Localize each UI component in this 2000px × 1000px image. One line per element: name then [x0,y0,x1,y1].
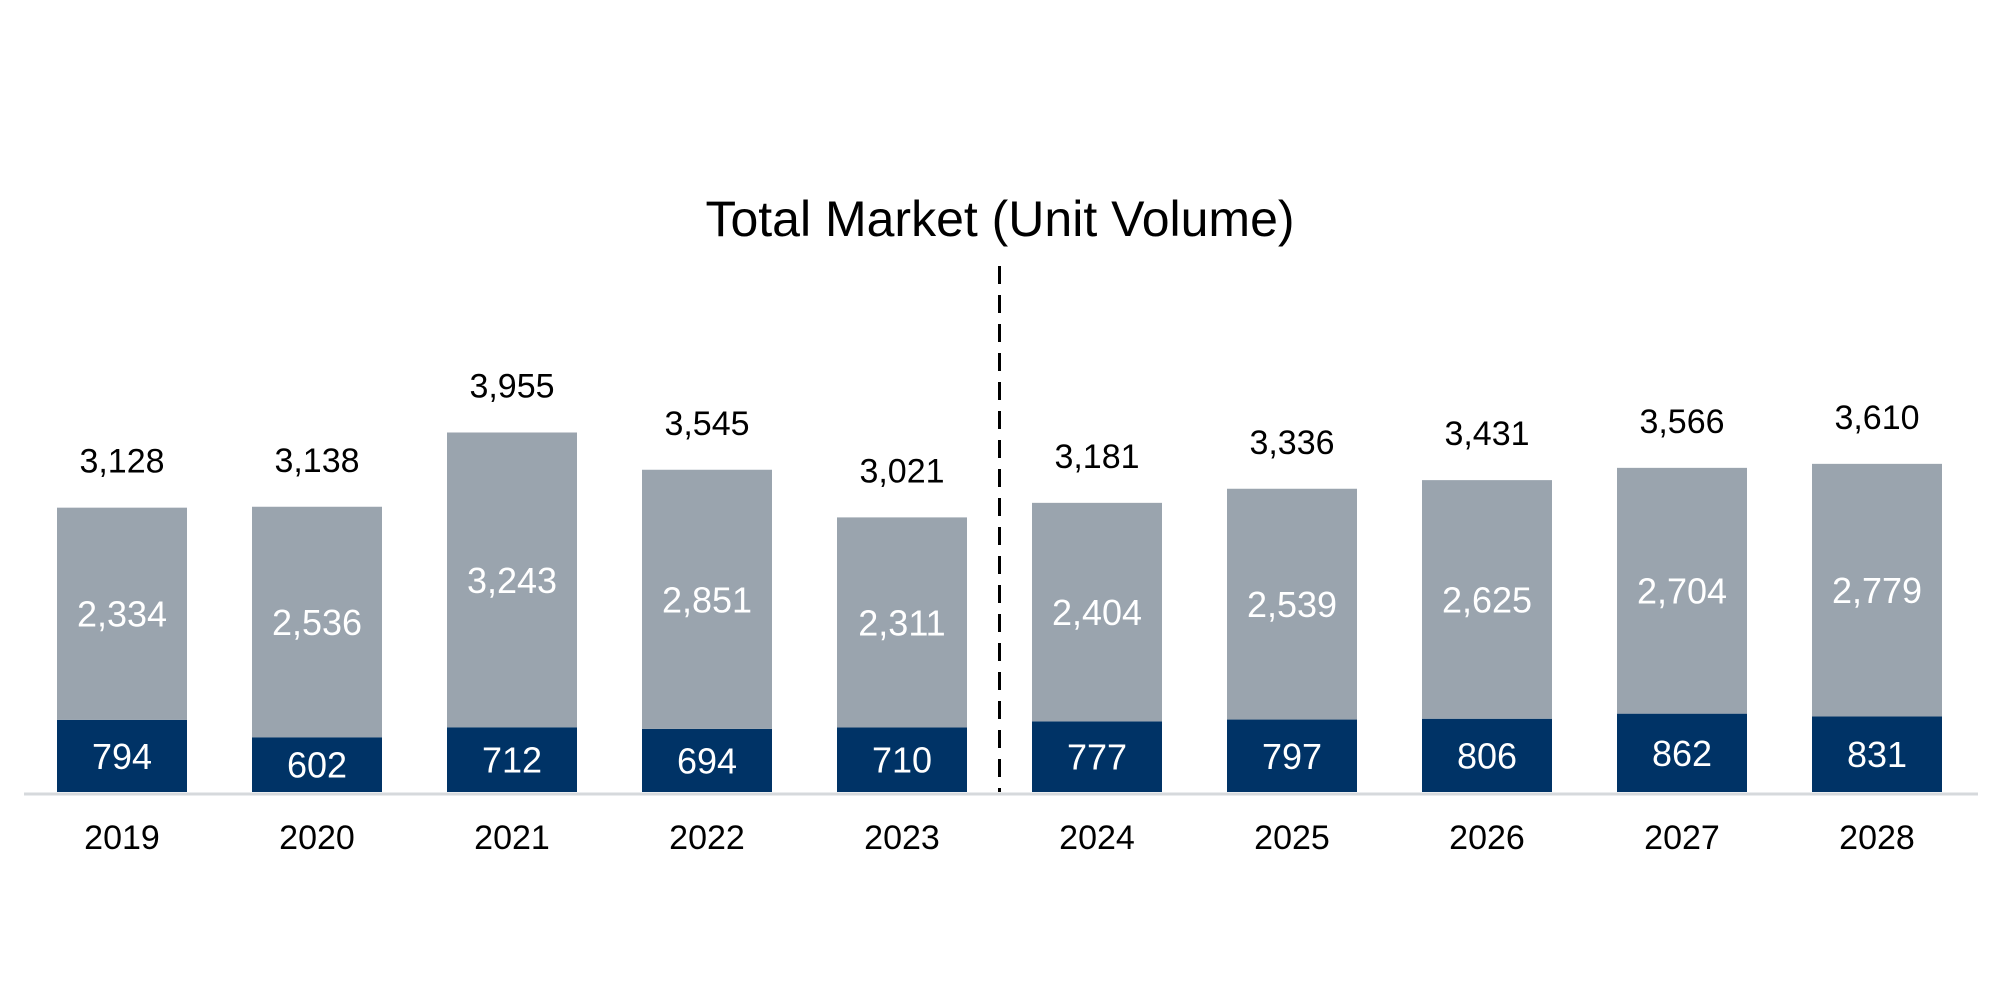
bar-segment-bottom-2019 [57,719,187,792]
segment-value-label-top-2028: 2,779 [1832,570,1922,611]
bar-segment-top-2028 [1812,463,1942,717]
x-tick-label-2020: 2020 [279,819,355,857]
bar-segment-top-2019 [57,507,187,720]
segment-value-label-bottom-2027: 862 [1652,733,1712,774]
segment-value-label-bottom-2026: 806 [1457,735,1517,776]
segment-value-label-bottom-2023: 710 [872,740,932,781]
total-value-label-2022: 3,545 [664,405,749,443]
x-tick-label-2023: 2023 [864,819,940,857]
x-tick-label-2022: 2022 [669,819,745,857]
bar-segment-bottom-2026 [1422,718,1552,792]
segment-value-label-top-2027: 2,704 [1637,571,1727,612]
x-tick-label-2027: 2027 [1644,819,1720,857]
segment-value-label-bottom-2025: 797 [1262,736,1322,777]
segment-value-label-top-2021: 3,243 [467,560,557,601]
total-value-label-2027: 3,566 [1639,403,1724,441]
segment-value-label-bottom-2022: 694 [677,740,737,781]
segment-value-label-bottom-2021: 712 [482,740,542,781]
segment-value-label-bottom-2028: 831 [1847,734,1907,775]
chart-title: Total Market (Unit Volume) [705,191,1294,247]
bar-segment-bottom-2028 [1812,716,1942,792]
bar-segment-top-2024 [1032,502,1162,722]
total-value-label-2025: 3,336 [1249,424,1334,462]
x-tick-label-2026: 2026 [1449,819,1525,857]
bar-segment-top-2025 [1227,488,1357,720]
x-tick-label-2019: 2019 [84,819,160,857]
total-value-label-2020: 3,138 [274,442,359,480]
segment-value-label-bottom-2020: 602 [287,745,347,786]
x-tick-label-2024: 2024 [1059,819,1135,857]
total-value-label-2024: 3,181 [1054,438,1139,476]
bar-segment-bottom-2023 [837,727,967,792]
segment-value-label-top-2024: 2,404 [1052,592,1142,633]
bar-segment-bottom-2021 [447,727,577,792]
segment-value-label-top-2023: 2,311 [858,602,945,643]
bar-segment-top-2023 [837,517,967,728]
bar-segment-top-2026 [1422,480,1552,719]
labels-layer: 794 2,334 3,128 2019 602 2,536 3,138 2020 712 3,2… [77,367,1922,857]
x-tick-label-2021: 2021 [474,819,550,857]
bar-segment-top-2022 [642,469,772,729]
total-value-label-2023: 3,021 [859,452,944,490]
segment-value-label-top-2022: 2,851 [662,579,752,620]
segment-value-label-top-2019: 2,334 [77,594,167,635]
bar-segment-bottom-2025 [1227,719,1357,792]
total-value-label-2026: 3,431 [1444,415,1529,453]
segment-value-label-top-2026: 2,625 [1442,579,1532,620]
bar-segment-bottom-2022 [642,728,772,792]
x-tick-label-2028: 2028 [1839,819,1915,857]
bar-segment-bottom-2027 [1617,713,1747,792]
segment-value-label-top-2020: 2,536 [272,602,362,643]
bar-segment-top-2027 [1617,467,1747,714]
x-tick-label-2025: 2025 [1254,819,1330,857]
segment-value-label-bottom-2024: 777 [1067,737,1127,778]
bar-segment-top-2020 [252,506,382,738]
total-value-label-2019: 3,128 [79,443,164,481]
bar-segment-top-2021 [447,432,577,728]
total-value-label-2021: 3,955 [469,367,554,405]
segment-value-label-top-2025: 2,539 [1247,584,1337,625]
bar-segment-bottom-2024 [1032,721,1162,792]
bars-layer [57,432,1942,792]
bar-segment-bottom-2020 [252,737,382,792]
segment-value-label-bottom-2019: 794 [92,736,152,777]
total-value-label-2028: 3,610 [1834,399,1919,437]
